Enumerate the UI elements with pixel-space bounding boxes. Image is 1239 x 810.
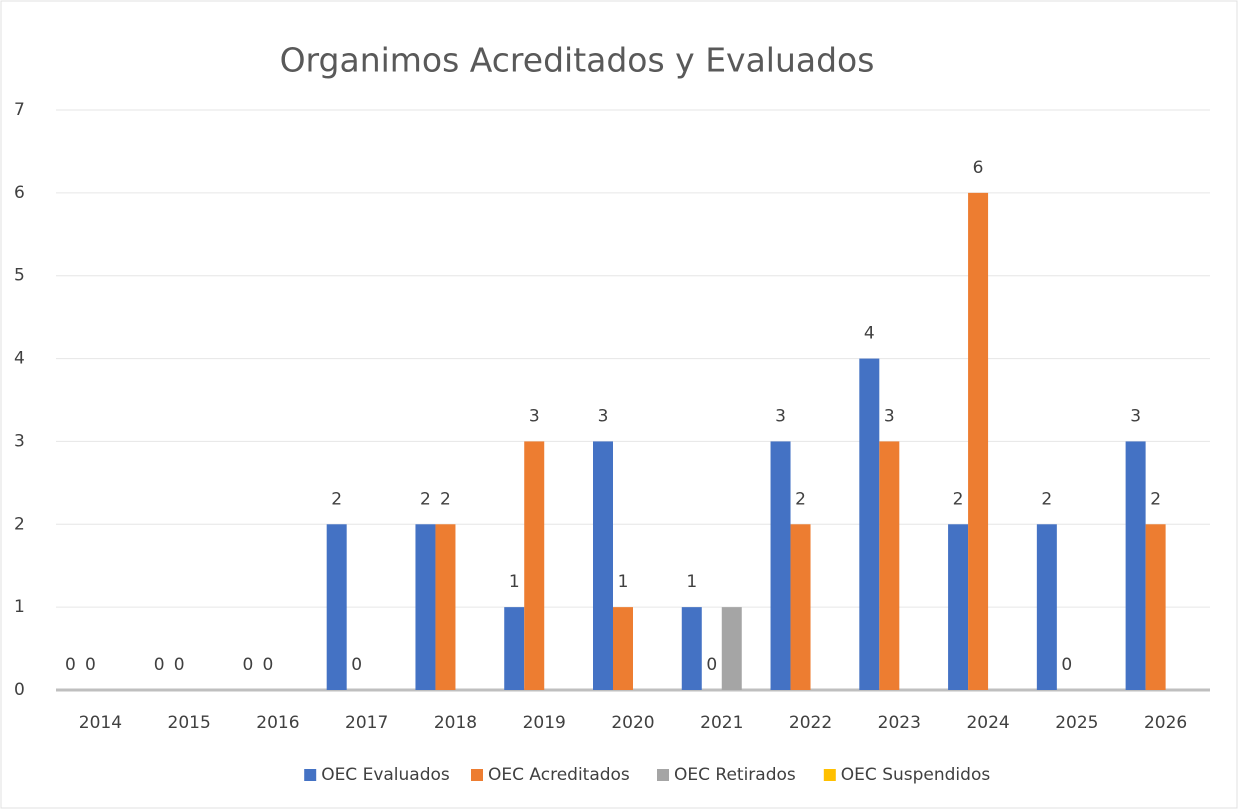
x-tick-label: 2024 bbox=[966, 713, 1009, 733]
bar bbox=[790, 524, 811, 690]
legend-label: OEC Suspendidos bbox=[841, 765, 991, 785]
bar bbox=[859, 358, 880, 690]
data-label: 2 bbox=[440, 489, 451, 509]
bar bbox=[613, 607, 633, 690]
bar bbox=[1145, 524, 1166, 690]
legend-swatch bbox=[823, 769, 836, 781]
data-label: 2 bbox=[331, 489, 342, 509]
y-tick-label: 2 bbox=[14, 514, 25, 534]
x-tick-label: 2023 bbox=[878, 713, 921, 733]
data-label: 1 bbox=[509, 572, 520, 592]
legend-label: OEC Retirados bbox=[674, 765, 796, 785]
data-label: 3 bbox=[884, 406, 895, 426]
x-tick-label: 2021 bbox=[700, 713, 743, 733]
data-label: 3 bbox=[598, 406, 609, 426]
data-label: 2 bbox=[420, 489, 431, 509]
legend-swatch bbox=[471, 769, 483, 781]
data-label: 2 bbox=[1150, 489, 1161, 509]
data-label: 0 bbox=[154, 655, 165, 675]
y-tick-label: 5 bbox=[14, 266, 25, 286]
data-label: 0 bbox=[243, 655, 254, 675]
x-tick-label: 2016 bbox=[256, 713, 299, 733]
data-label: 3 bbox=[775, 406, 786, 426]
data-label: 0 bbox=[1061, 655, 1072, 675]
data-label: 1 bbox=[618, 572, 629, 592]
data-label: 4 bbox=[864, 324, 875, 344]
data-label: 6 bbox=[973, 158, 984, 178]
x-tick-label: 2025 bbox=[1055, 713, 1098, 733]
legend-label: OEC Acreditados bbox=[488, 765, 630, 785]
data-label: 3 bbox=[529, 406, 540, 426]
bar bbox=[968, 192, 989, 690]
bar bbox=[721, 607, 742, 690]
data-label: 3 bbox=[1130, 406, 1141, 426]
y-tick-label: 6 bbox=[14, 183, 25, 203]
x-tick-label: 2019 bbox=[523, 713, 566, 733]
y-tick-label: 4 bbox=[14, 349, 25, 369]
data-label: 0 bbox=[706, 655, 717, 675]
data-label: 0 bbox=[351, 655, 362, 675]
bar bbox=[524, 441, 545, 690]
y-tick-label: 0 bbox=[14, 680, 25, 700]
x-tick-label: 2014 bbox=[79, 713, 122, 733]
data-label: 2 bbox=[1041, 489, 1052, 509]
data-label: 2 bbox=[953, 489, 964, 509]
data-label: 0 bbox=[263, 655, 274, 675]
bar bbox=[681, 607, 702, 690]
bar bbox=[1036, 524, 1057, 690]
bar bbox=[1125, 441, 1146, 690]
data-label: 2 bbox=[795, 489, 806, 509]
x-tick-label: 2020 bbox=[611, 713, 654, 733]
legend-swatch bbox=[657, 769, 669, 781]
y-tick-label: 1 bbox=[14, 597, 25, 617]
bar bbox=[593, 441, 613, 690]
x-tick-label: 2026 bbox=[1144, 713, 1187, 733]
legend-label: OEC Evaluados bbox=[321, 765, 450, 785]
bar bbox=[435, 524, 456, 690]
x-tick-label: 2022 bbox=[789, 713, 832, 733]
x-tick-label: 2017 bbox=[345, 713, 388, 733]
chart-title: Organimos Acreditados y Evaluados bbox=[280, 41, 875, 80]
bar bbox=[504, 607, 525, 690]
bar bbox=[415, 524, 436, 690]
y-tick-label: 7 bbox=[14, 100, 25, 120]
data-label: 1 bbox=[686, 572, 697, 592]
bar bbox=[879, 441, 900, 690]
y-tick-label: 3 bbox=[14, 431, 25, 451]
legend-swatch bbox=[304, 769, 317, 781]
x-tick-label: 2015 bbox=[168, 713, 211, 733]
data-label: 0 bbox=[85, 655, 96, 675]
bar bbox=[948, 524, 969, 690]
x-tick-label: 2018 bbox=[434, 713, 477, 733]
data-label: 0 bbox=[174, 655, 185, 675]
bar bbox=[326, 524, 347, 690]
bar bbox=[770, 441, 791, 690]
data-label: 0 bbox=[65, 655, 76, 675]
